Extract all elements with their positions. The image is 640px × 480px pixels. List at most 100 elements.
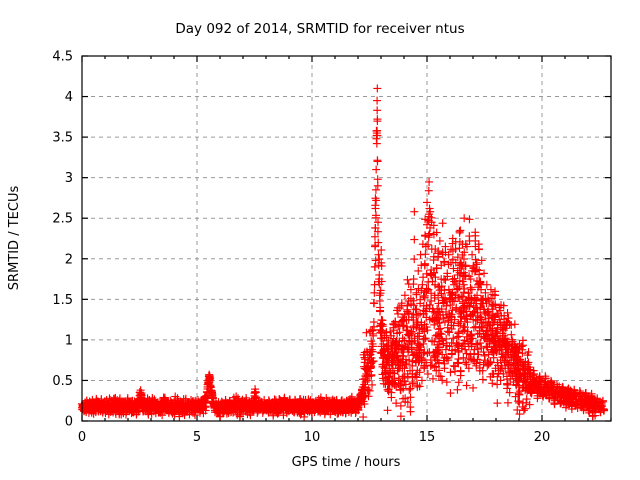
data-point [527, 386, 536, 395]
data-point [493, 380, 502, 389]
data-point [406, 285, 415, 294]
data-point [128, 408, 137, 417]
data-point [549, 391, 558, 400]
data-point [136, 386, 145, 395]
data-point [538, 386, 546, 395]
data-point [433, 345, 442, 354]
data-point [431, 280, 440, 289]
data-point [303, 406, 312, 415]
data-point [371, 204, 380, 213]
data-point [514, 376, 523, 385]
data-point [524, 366, 533, 375]
data-point [471, 315, 480, 324]
data-point [142, 399, 151, 408]
data-point [567, 402, 576, 411]
data-point [482, 280, 491, 289]
data-point [409, 323, 418, 332]
data-point [149, 399, 158, 408]
data-point [461, 261, 470, 270]
data-point [107, 402, 116, 411]
data-point [435, 307, 444, 316]
data-point [434, 358, 443, 367]
data-point [438, 350, 447, 359]
data-point [555, 386, 564, 395]
data-point [376, 307, 385, 316]
data-point [456, 366, 465, 375]
data-point [439, 339, 448, 348]
data-point [592, 400, 601, 409]
data-point [280, 395, 289, 404]
data-point [389, 326, 398, 335]
data-point [441, 345, 450, 354]
y-axis-tick-labels: 0 0.5 1 1.5 2 2.5 3 3.5 4 4.5 [52, 50, 73, 430]
data-point [474, 350, 483, 359]
data-point [454, 329, 463, 338]
data-point [425, 348, 434, 357]
data-point [407, 313, 416, 322]
data-point [476, 277, 485, 286]
data-point [486, 358, 495, 367]
data-point [485, 339, 494, 348]
data-point [544, 394, 553, 403]
data-point [318, 396, 327, 405]
data-point [426, 269, 435, 278]
data-point [211, 402, 220, 411]
data-point [245, 408, 254, 417]
data-point [398, 358, 407, 367]
data-point [365, 356, 374, 365]
data-point [484, 350, 493, 359]
data-point [449, 334, 458, 343]
data-point [446, 258, 455, 267]
page-title: Day 092 of 2014, SRMTID for receiver ntu… [175, 21, 464, 37]
data-point [201, 403, 210, 412]
data-point [368, 342, 377, 351]
data-point [272, 406, 281, 415]
data-point [485, 296, 494, 305]
data-point [416, 299, 425, 308]
data-point [466, 350, 475, 359]
data-point [387, 358, 396, 367]
data-point [383, 376, 392, 385]
data-point [263, 400, 272, 409]
data-point [166, 400, 175, 409]
data-point [468, 309, 477, 318]
data-point [366, 361, 375, 370]
data-point [473, 305, 482, 314]
data-point [547, 378, 556, 387]
data-point [453, 358, 462, 367]
data-point [371, 242, 380, 251]
data-point [180, 408, 189, 417]
data-point [376, 321, 385, 330]
data-point [424, 215, 433, 224]
data-point [372, 165, 381, 174]
y-tick-label: 4.5 [52, 50, 73, 65]
data-point [442, 301, 451, 310]
data-point [451, 245, 460, 254]
data-point [440, 364, 449, 373]
data-point [154, 408, 163, 417]
data-point [581, 391, 590, 400]
data-point [374, 238, 383, 247]
data-point [479, 299, 488, 308]
data-point [463, 337, 472, 346]
data-point [444, 250, 453, 259]
data-point [145, 406, 154, 415]
data-point [442, 378, 451, 387]
data-point [405, 356, 414, 365]
data-point [201, 392, 210, 401]
data-point [404, 296, 413, 305]
data-point [414, 353, 423, 362]
data-point [478, 323, 487, 332]
data-point [419, 339, 428, 348]
data-point [411, 372, 420, 381]
data-point [163, 404, 172, 413]
data-point [503, 337, 512, 346]
data-point [449, 264, 458, 273]
data-point [396, 361, 405, 370]
data-point [190, 406, 199, 415]
data-point [587, 392, 596, 401]
data-point [535, 372, 544, 381]
data-point [178, 406, 187, 415]
data-point [241, 407, 250, 416]
data-point [558, 382, 567, 391]
